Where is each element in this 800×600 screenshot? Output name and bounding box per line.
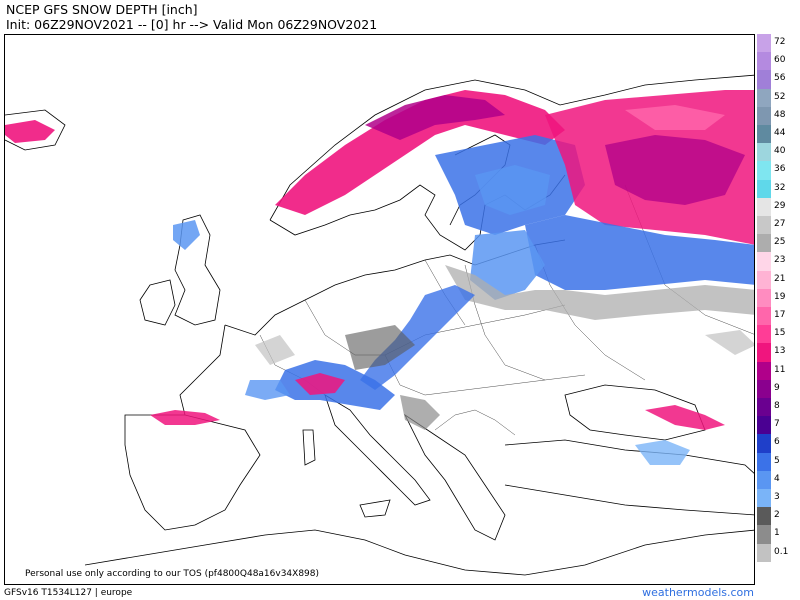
legend-swatch <box>757 325 771 344</box>
legend-swatch <box>757 88 771 107</box>
brand-link[interactable]: weathermodels.com <box>642 586 754 599</box>
legend-label: 1 <box>774 528 780 539</box>
legend-swatch <box>757 416 771 435</box>
legend-label: 7 <box>774 419 780 430</box>
legend-swatch <box>757 398 771 417</box>
legend-swatch <box>757 379 771 398</box>
legend-label: 13 <box>774 346 786 357</box>
legend-label: 29 <box>774 200 786 211</box>
legend-swatch <box>757 525 771 544</box>
legend-label: 44 <box>774 128 786 138</box>
map-subtitle: Init: 06Z29NOV2021 -- [0] hr --> Valid M… <box>6 17 378 32</box>
legend-swatch <box>757 216 771 235</box>
legend-swatch <box>757 489 771 508</box>
legend-swatch <box>757 143 771 162</box>
legend-swatch <box>757 543 771 562</box>
legend-label: 19 <box>774 291 786 302</box>
legend-swatch <box>757 470 771 489</box>
legend-swatch <box>757 361 771 380</box>
legend-swatch <box>757 507 771 526</box>
tos-note: Personal use only according to our TOS (… <box>22 569 323 579</box>
legend-label: 27 <box>774 219 786 229</box>
legend-label: 4 <box>774 473 780 484</box>
snow-cover <box>5 90 754 465</box>
legend-swatch <box>757 234 771 253</box>
legend-label: 11 <box>774 364 786 375</box>
legend-swatch <box>757 52 771 71</box>
legend-swatch <box>757 197 771 216</box>
legend-swatch <box>757 179 771 198</box>
model-info: GFSv16 T1534L127 | europe <box>4 588 133 598</box>
legend-label: 32 <box>774 182 786 193</box>
legend-label: 5 <box>774 455 780 466</box>
legend-label: 3 <box>774 492 780 502</box>
legend-label: 36 <box>774 164 786 175</box>
legend-label: 52 <box>774 91 786 102</box>
snow-depth-map <box>4 34 755 585</box>
legend-swatch <box>757 452 771 471</box>
legend-swatch <box>757 125 771 144</box>
map-title: NCEP GFS SNOW DEPTH [inch] <box>6 2 198 17</box>
legend-swatch <box>757 270 771 289</box>
legend-label: 15 <box>774 328 786 339</box>
legend-label: 72 <box>774 37 786 47</box>
legend-swatch <box>757 34 771 53</box>
legend-swatch <box>757 434 771 453</box>
legend-label: 21 <box>774 273 786 284</box>
legend-swatch <box>757 106 771 125</box>
legend-swatch <box>757 288 771 307</box>
legend-swatch <box>757 343 771 362</box>
legend-label: 56 <box>774 73 786 84</box>
legend-swatch <box>757 252 771 271</box>
legend-label: 0.1 <box>774 546 789 557</box>
legend-label: 17 <box>774 310 786 320</box>
title-block: NCEP GFS SNOW DEPTH [inch] Init: 06Z29NO… <box>6 2 377 32</box>
legend-label: 40 <box>774 146 786 157</box>
map-canvas <box>5 74 754 576</box>
legend-label: 23 <box>774 255 786 266</box>
legend-swatch <box>757 307 771 326</box>
legend-label: 48 <box>774 109 786 120</box>
legend-label: 25 <box>774 237 786 248</box>
legend-swatch <box>757 70 771 89</box>
legend-label: 2 <box>774 510 780 521</box>
legend-label: 6 <box>774 437 780 448</box>
legend-label: 8 <box>774 401 780 411</box>
legend-swatch <box>757 161 771 180</box>
color-legend: 72 60 56 52 48 44 40 36 32 29 27 25 23 21 19 17 15 13 11 9 8… <box>757 34 797 564</box>
legend-label: 9 <box>774 382 780 393</box>
legend-label: 60 <box>774 55 786 66</box>
